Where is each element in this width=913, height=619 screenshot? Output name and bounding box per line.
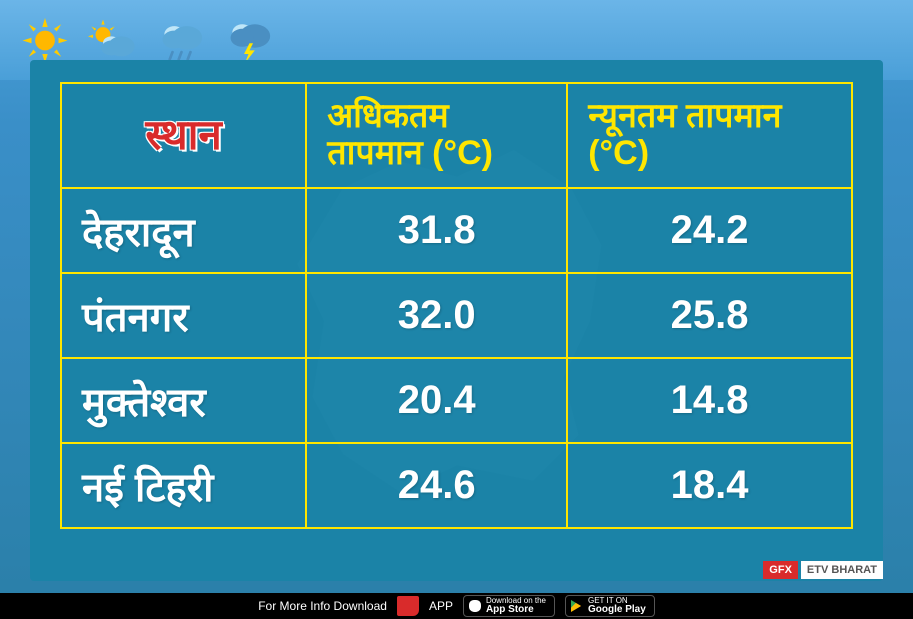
main-panel: स्थान अधिकतम तापमान (°C) न्यूनतम तापमान … bbox=[30, 60, 883, 581]
table-header-row: स्थान अधिकतम तापमान (°C) न्यूनतम तापमान … bbox=[61, 83, 852, 188]
googleplay-line2: Google Play bbox=[588, 605, 646, 615]
download-text-app: APP bbox=[429, 599, 453, 613]
gfx-tag: GFX bbox=[763, 561, 798, 579]
brand-strip: GFX ETV BHARAT bbox=[763, 561, 883, 579]
etv-bharat-tag: ETV BHARAT bbox=[801, 561, 883, 579]
bottom-bar: For More Info Download APP Download on t… bbox=[0, 593, 913, 619]
col-place-header: स्थान bbox=[61, 83, 306, 188]
sun-icon bbox=[20, 18, 70, 63]
cell-place: मुक्तेश्वर bbox=[61, 358, 306, 443]
etv-logo-icon bbox=[397, 596, 419, 616]
col-min-header: न्यूनतम तापमान (°C) bbox=[567, 83, 852, 188]
table-row: मुक्तेश्वर 20.4 14.8 bbox=[61, 358, 852, 443]
cell-max: 24.6 bbox=[306, 443, 567, 528]
cell-max: 20.4 bbox=[306, 358, 567, 443]
table-row: नई टिहरी 24.6 18.4 bbox=[61, 443, 852, 528]
google-play-badge[interactable]: GET IT ON Google Play bbox=[565, 595, 655, 617]
cell-max: 32.0 bbox=[306, 273, 567, 358]
cell-min: 25.8 bbox=[567, 273, 852, 358]
weather-icons-row bbox=[20, 18, 274, 63]
appstore-line2: App Store bbox=[486, 605, 546, 615]
app-store-badge[interactable]: Download on the App Store bbox=[463, 595, 555, 617]
cell-min: 24.2 bbox=[567, 188, 852, 273]
cell-place: देहरादून bbox=[61, 188, 306, 273]
cell-min: 14.8 bbox=[567, 358, 852, 443]
col-max-header: अधिकतम तापमान (°C) bbox=[306, 83, 567, 188]
table-row: देहरादून 31.8 24.2 bbox=[61, 188, 852, 273]
temperature-table: स्थान अधिकतम तापमान (°C) न्यूनतम तापमान … bbox=[60, 82, 853, 529]
thunder-cloud-icon bbox=[224, 18, 274, 63]
cell-min: 18.4 bbox=[567, 443, 852, 528]
cell-place: पंतनगर bbox=[61, 273, 306, 358]
cell-max: 31.8 bbox=[306, 188, 567, 273]
cell-place: नई टिहरी bbox=[61, 443, 306, 528]
partly-cloudy-icon bbox=[88, 18, 138, 63]
table-row: पंतनगर 32.0 25.8 bbox=[61, 273, 852, 358]
download-text-prefix: For More Info Download bbox=[258, 599, 387, 613]
rain-cloud-icon bbox=[156, 18, 206, 63]
